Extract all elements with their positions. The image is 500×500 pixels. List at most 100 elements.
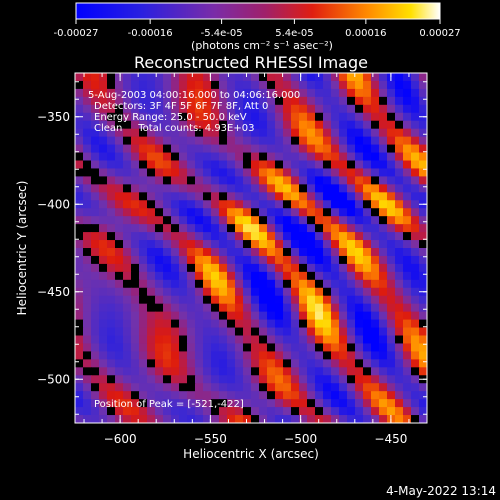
heatmap-cell bbox=[75, 343, 84, 352]
heatmap-cell bbox=[411, 208, 420, 217]
heatmap-cell bbox=[243, 287, 252, 297]
heatmap-cell bbox=[75, 303, 84, 313]
heatmap-cell bbox=[195, 104, 204, 114]
heatmap-cell bbox=[235, 200, 244, 209]
heatmap-cell bbox=[267, 248, 276, 257]
heatmap-cell bbox=[155, 104, 164, 114]
heatmap-cell bbox=[331, 311, 340, 321]
heatmap-cell bbox=[243, 96, 252, 106]
heatmap-cell bbox=[219, 136, 228, 146]
heatmap-cell bbox=[299, 391, 308, 400]
heatmap-cell bbox=[195, 184, 204, 193]
heatmap-cell bbox=[115, 128, 124, 138]
heatmap-cell bbox=[243, 176, 252, 185]
heatmap-cell bbox=[131, 208, 140, 217]
heatmap-cell bbox=[275, 216, 284, 225]
heatmap-cell bbox=[203, 263, 212, 273]
heatmap-cell bbox=[291, 367, 300, 376]
heatmap-cell bbox=[371, 80, 380, 90]
heatmap-cell bbox=[387, 120, 396, 130]
heatmap-cell bbox=[83, 136, 92, 146]
heatmap-cell bbox=[75, 224, 84, 233]
heatmap-cell bbox=[411, 271, 420, 281]
heatmap-cell bbox=[283, 80, 292, 90]
heatmap-cell bbox=[235, 176, 244, 185]
x-tick-label: −600 bbox=[104, 432, 137, 446]
heatmap-cell bbox=[347, 343, 356, 352]
heatmap-cell bbox=[163, 200, 172, 209]
heatmap-cell bbox=[387, 407, 396, 416]
heatmap-cell bbox=[147, 240, 156, 249]
heatmap-cell bbox=[163, 311, 172, 321]
heatmap-cell bbox=[299, 80, 308, 90]
heatmap-cell bbox=[283, 216, 292, 225]
heatmap-cell bbox=[283, 383, 292, 392]
heatmap-cell bbox=[331, 88, 340, 98]
heatmap-cell bbox=[83, 176, 92, 185]
heatmap-cell bbox=[275, 319, 284, 329]
heatmap-cell bbox=[147, 303, 156, 313]
heatmap-cell bbox=[139, 152, 148, 162]
heatmap-cell bbox=[331, 263, 340, 273]
heatmap-cell bbox=[403, 128, 412, 138]
heatmap-cell bbox=[323, 73, 332, 82]
heatmap-cell bbox=[347, 160, 356, 170]
heatmap-cell bbox=[411, 152, 420, 162]
heatmap-cell bbox=[355, 240, 364, 249]
heatmap-cell bbox=[283, 152, 292, 162]
heatmap-cell bbox=[291, 248, 300, 257]
heatmap-cell bbox=[195, 407, 204, 416]
heatmap-cell bbox=[259, 303, 268, 313]
heatmap-cell bbox=[195, 240, 204, 249]
heatmap-cell bbox=[195, 216, 204, 225]
heatmap-cell bbox=[99, 287, 108, 297]
heatmap-cell bbox=[243, 128, 252, 138]
heatmap-cell bbox=[387, 88, 396, 98]
heatmap-cell bbox=[355, 248, 364, 257]
heatmap-cell bbox=[379, 80, 388, 90]
heatmap-cell bbox=[403, 327, 412, 337]
heatmap-cell bbox=[227, 104, 236, 114]
heatmap-cell bbox=[299, 287, 308, 297]
heatmap-cell bbox=[203, 232, 212, 241]
heatmap-cell bbox=[227, 335, 236, 345]
heatmap-cell bbox=[179, 192, 188, 201]
heatmap-cell bbox=[395, 359, 404, 368]
heatmap-cell bbox=[75, 335, 84, 345]
heatmap-cell bbox=[283, 144, 292, 154]
heatmap-cell bbox=[91, 391, 100, 400]
heatmap-cell bbox=[275, 168, 284, 177]
heatmap-cell bbox=[339, 391, 348, 400]
y-axis-ticks bbox=[75, 81, 427, 415]
heatmap-cell bbox=[147, 128, 156, 138]
heatmap-cell bbox=[283, 104, 292, 114]
heatmap-cell bbox=[299, 271, 308, 281]
heatmap-cell bbox=[91, 88, 100, 98]
heatmap-cell bbox=[411, 120, 420, 130]
heatmap-cell bbox=[123, 88, 132, 98]
heatmap-cell bbox=[179, 224, 188, 233]
heatmap-cell bbox=[371, 415, 380, 423]
heatmap-cell bbox=[307, 168, 316, 177]
heatmap-cell bbox=[155, 391, 164, 400]
heatmap-cell bbox=[299, 343, 308, 352]
heatmap-cell bbox=[315, 168, 324, 177]
heatmap-cell bbox=[115, 255, 124, 265]
heatmap-cell bbox=[395, 319, 404, 329]
heatmap-cell bbox=[347, 295, 356, 305]
heatmap-cell bbox=[147, 88, 156, 98]
heatmap-cell bbox=[219, 144, 228, 154]
heatmap-cell bbox=[243, 224, 252, 233]
heatmap-cell bbox=[203, 128, 212, 138]
heatmap-cell bbox=[379, 96, 388, 106]
heatmap-cell bbox=[187, 343, 196, 352]
heatmap-cell bbox=[211, 311, 220, 321]
heatmap-cell bbox=[139, 144, 148, 154]
heatmap-cell bbox=[83, 216, 92, 225]
heatmap-cell bbox=[139, 176, 148, 185]
heatmap-cell bbox=[363, 367, 372, 376]
heatmap-cell bbox=[259, 112, 268, 122]
heatmap-cell bbox=[267, 73, 276, 82]
heatmap-cell bbox=[91, 168, 100, 177]
heatmap-cell bbox=[107, 168, 116, 177]
